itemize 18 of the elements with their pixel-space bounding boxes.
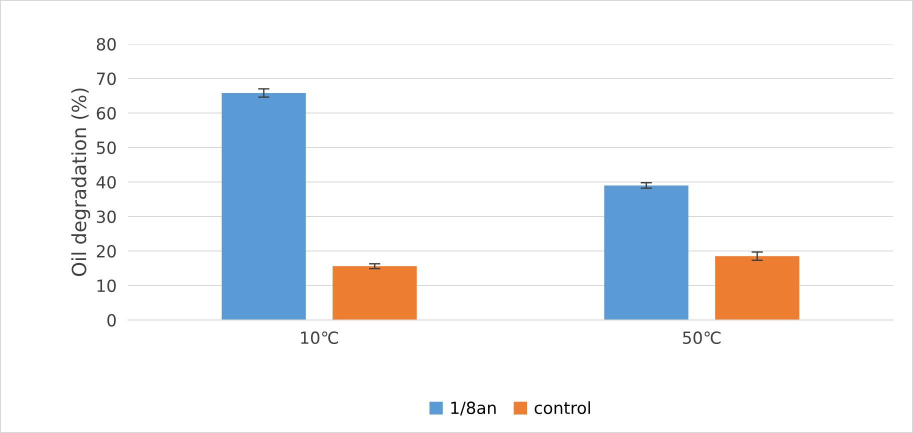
y-tick-label: 70 bbox=[97, 72, 116, 86]
legend-label: 1/8an bbox=[451, 402, 496, 416]
y-tick-label: 60 bbox=[96, 106, 116, 120]
y-tick-label: 80 bbox=[96, 38, 116, 51]
bar bbox=[222, 92, 306, 320]
bar bbox=[332, 266, 417, 320]
y-axis-title: Oil degradation (%) bbox=[71, 88, 90, 276]
y-tick-label: 0 bbox=[107, 314, 116, 327]
x-tick-label: 10℃ bbox=[301, 331, 338, 344]
y-tick-label: 50 bbox=[96, 141, 116, 154]
y-tick-label: 20 bbox=[96, 244, 116, 258]
legend-label: control bbox=[534, 401, 590, 414]
y-tick-label: 40 bbox=[96, 176, 116, 189]
y-tick-label: 10 bbox=[98, 279, 116, 292]
y-tick-label: 30 bbox=[96, 210, 116, 224]
bar bbox=[604, 185, 688, 320]
x-tick-label: 50℃ bbox=[683, 331, 721, 344]
bar bbox=[715, 256, 800, 320]
